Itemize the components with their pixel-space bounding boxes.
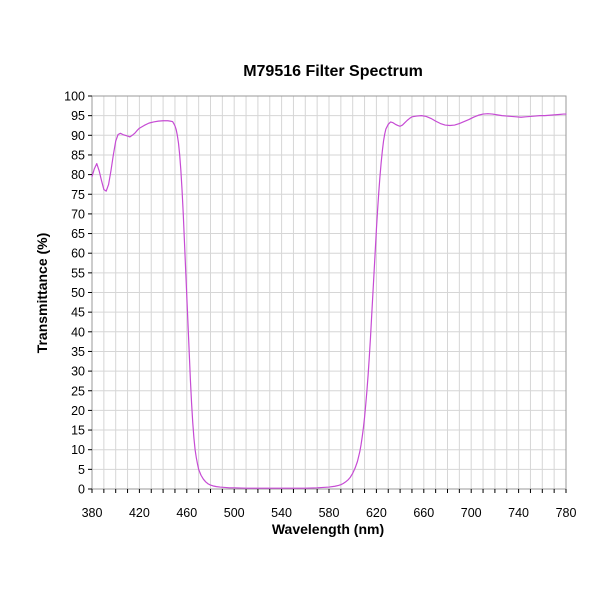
x-tick-label: 500 (224, 506, 245, 520)
y-tick-label: 10 (71, 443, 85, 457)
y-tick-label: 40 (71, 325, 85, 339)
tick-marks (88, 95, 567, 493)
y-tick-label: 55 (71, 266, 85, 280)
y-tick-label: 80 (71, 168, 85, 182)
y-tick-label: 25 (71, 384, 85, 398)
x-axis-label: Wavelength (nm) (272, 521, 384, 537)
y-tick-label: 100 (64, 90, 85, 104)
series-group (91, 113, 567, 489)
x-tick-label: 740 (508, 506, 529, 520)
x-tick-label: 620 (366, 506, 387, 520)
y-tick-label: 65 (71, 227, 85, 241)
y-tick-label: 75 (71, 188, 85, 202)
y-tick-label: 90 (71, 129, 85, 143)
y-tick-label: 20 (71, 404, 85, 418)
y-tick-label: 30 (71, 365, 85, 379)
y-tick-label: 95 (71, 109, 85, 123)
x-tick-label: 780 (556, 506, 577, 520)
y-axis-label: Transmittance (%) (34, 233, 50, 354)
y-tick-label: 50 (71, 286, 85, 300)
x-tick-label: 540 (271, 506, 292, 520)
y-tick-label: 15 (71, 424, 85, 438)
x-tick-label: 660 (413, 506, 434, 520)
transmittance-series-line (91, 113, 567, 489)
x-tick-label: 460 (176, 506, 197, 520)
y-tick-label: 0 (78, 483, 85, 497)
y-axis-tick-labels: 0 5 10 15 20 25 30 35 40 45 50 55 60 65 70 75 80 85 90 95 10… (64, 90, 85, 497)
x-tick-label: 420 (129, 506, 150, 520)
x-axis-tick-labels: 380 420 460 500 540 580 620 660 700 740 780 (82, 506, 577, 520)
x-tick-label: 700 (461, 506, 482, 520)
x-tick-label: 580 (319, 506, 340, 520)
y-tick-label: 5 (78, 463, 85, 477)
y-tick-label: 60 (71, 247, 85, 261)
x-tick-label: 380 (82, 506, 103, 520)
y-tick-label: 70 (71, 207, 85, 221)
y-tick-label: 85 (71, 148, 85, 162)
y-tick-label: 45 (71, 306, 85, 320)
y-tick-label: 35 (71, 345, 85, 359)
grid-lines (92, 96, 566, 489)
chart-title: M79516 Filter Spectrum (243, 63, 423, 80)
